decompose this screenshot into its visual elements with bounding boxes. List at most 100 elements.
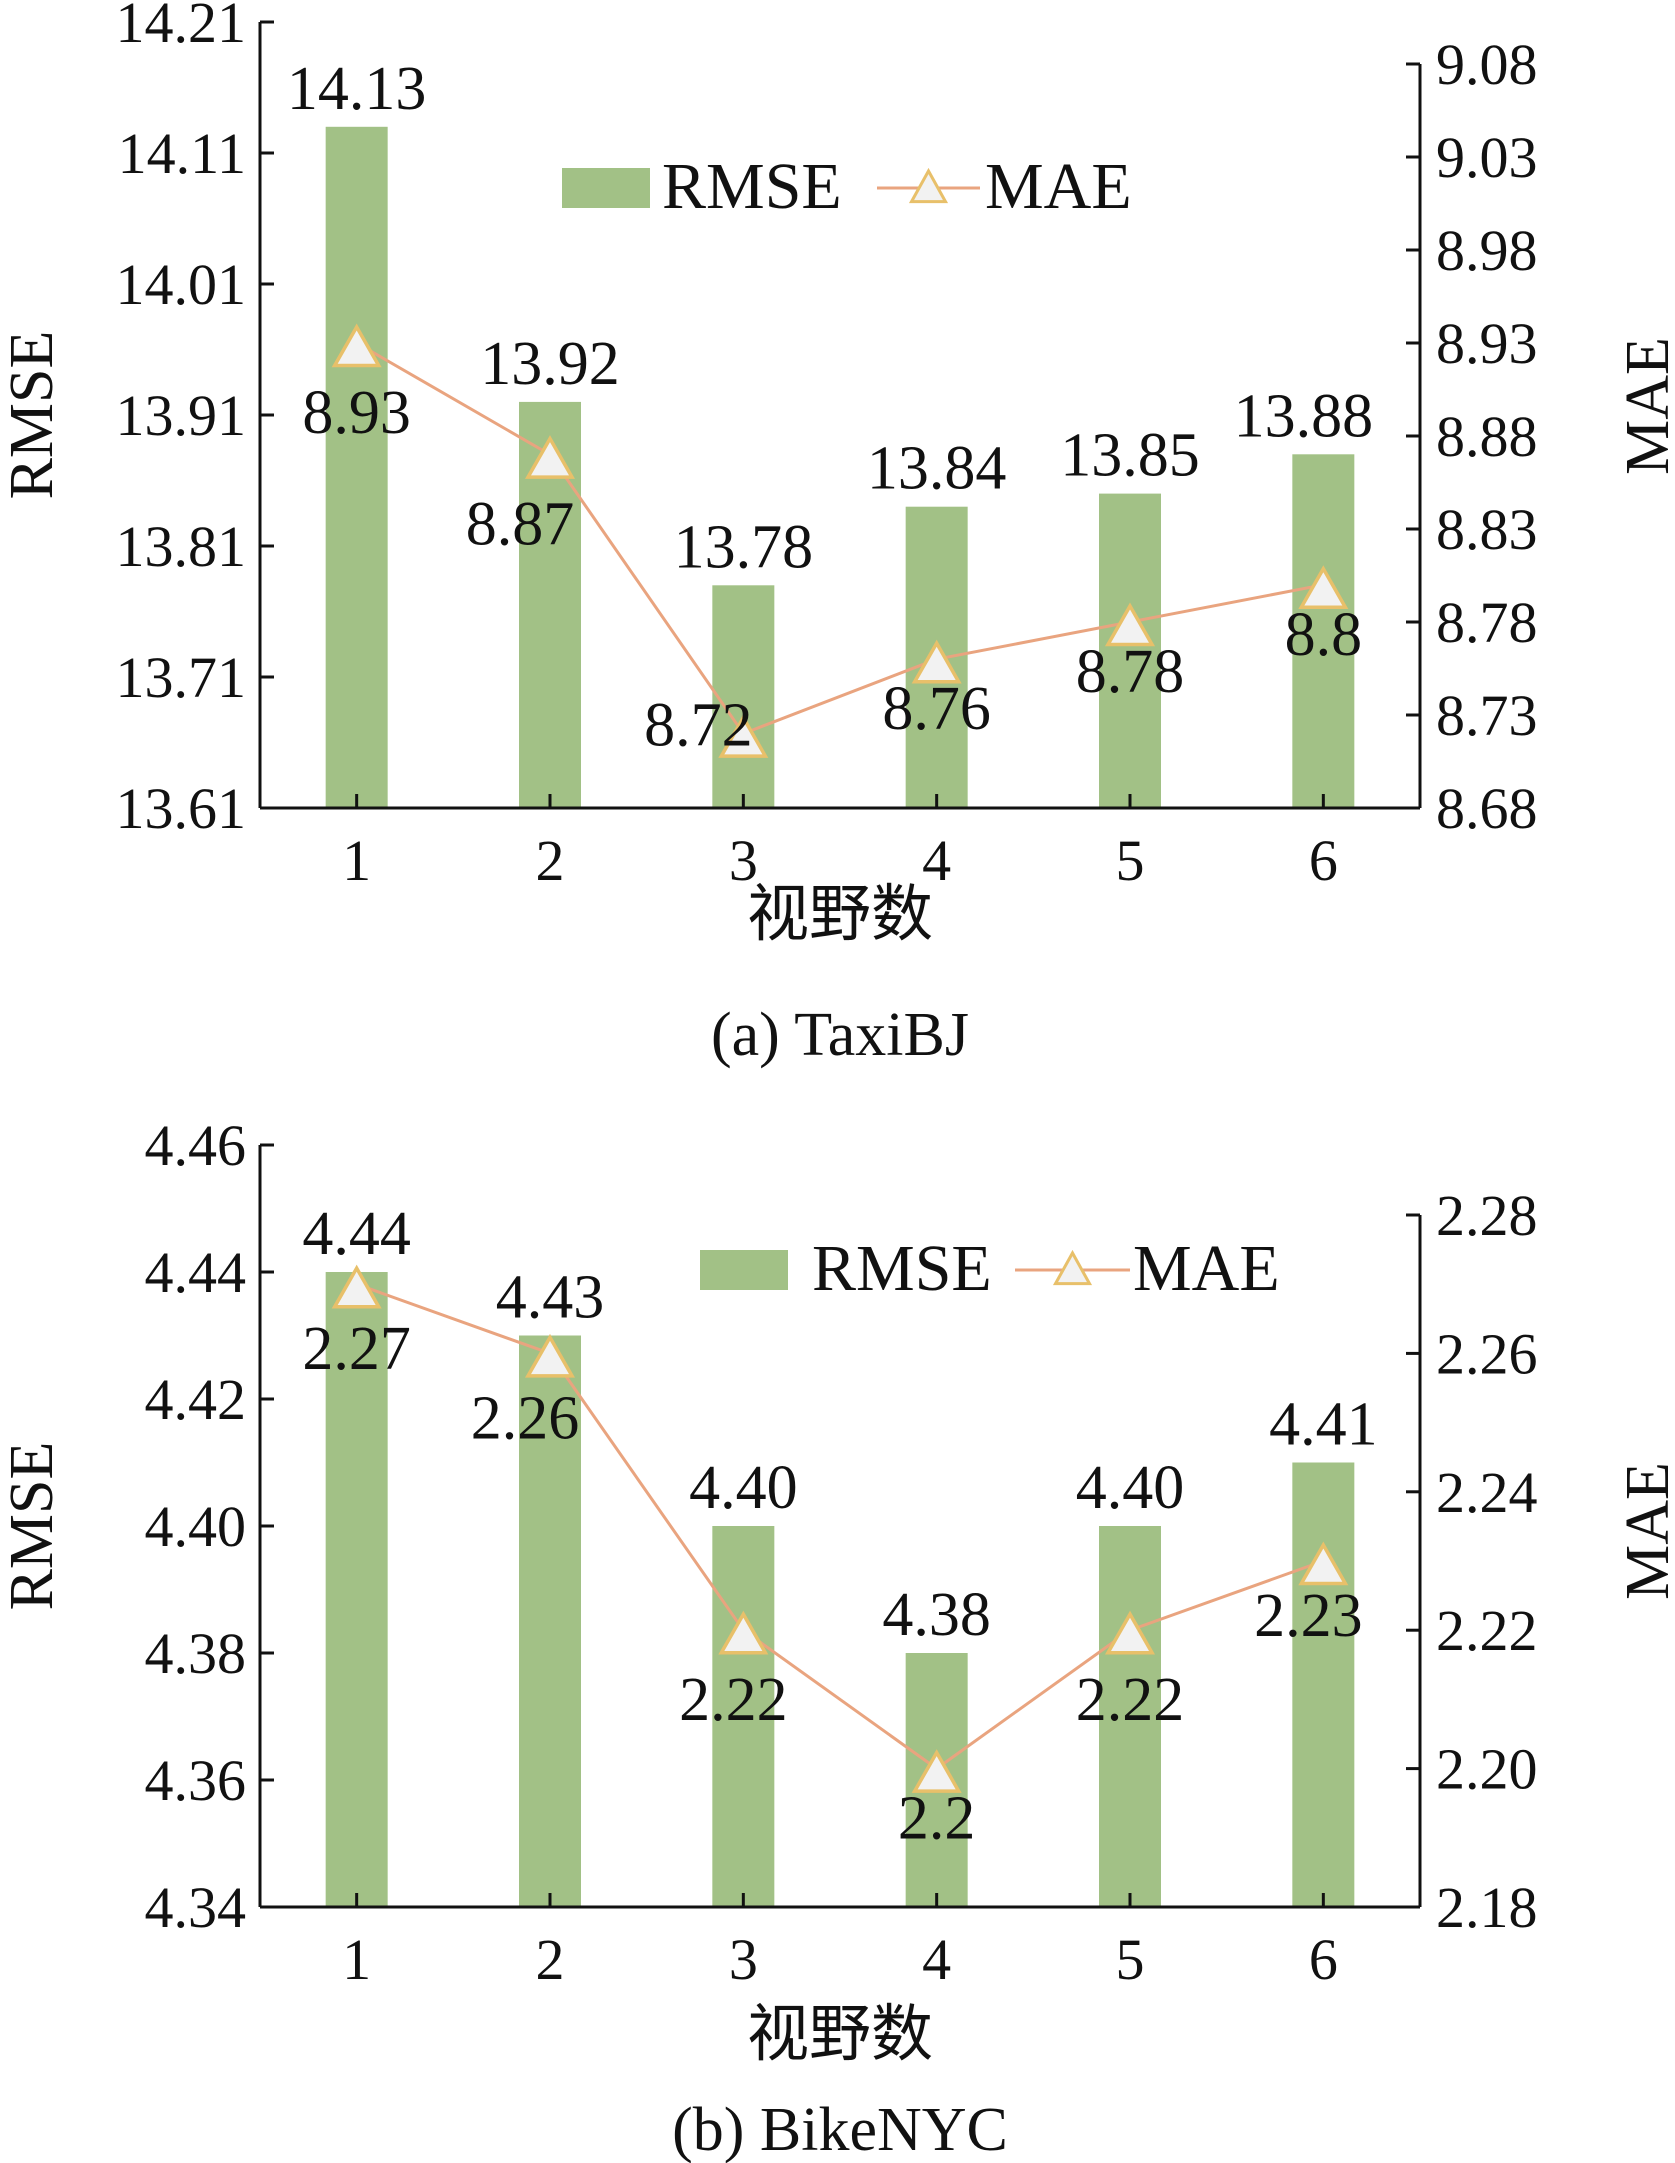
rmse-value-label: 14.13 <box>287 55 427 123</box>
legend-rmse-label: RMSE <box>812 1232 992 1305</box>
panel-caption: (a) TaxiBJ <box>711 1001 969 1069</box>
left-tick-label: 13.81 <box>116 514 247 579</box>
right-tick-label: 2.24 <box>1436 1460 1538 1525</box>
right-tick-label: 2.20 <box>1436 1737 1538 1802</box>
mae-value-label: 8.76 <box>882 675 991 743</box>
mae-marker <box>718 714 769 758</box>
rmse-value-label: 4.41 <box>1269 1391 1378 1459</box>
mae-marker <box>1104 602 1156 647</box>
mae-value-label: 8.87 <box>466 491 575 559</box>
legend-mae-label: MAE <box>985 150 1132 223</box>
rmse-value-label: 4.44 <box>302 1200 411 1268</box>
right-tick-label: 2.26 <box>1436 1321 1538 1386</box>
rmse-bar <box>1099 493 1161 808</box>
x-tick-label: 5 <box>1116 1927 1145 1992</box>
right-axis-title: MAE <box>1614 1462 1675 1600</box>
rmse-value-label: 13.85 <box>1060 422 1200 490</box>
left-tick-label: 4.44 <box>145 1240 247 1305</box>
right-tick-label: 8.73 <box>1436 683 1538 748</box>
x-tick-label: 6 <box>1309 828 1338 893</box>
rmse-value-label: 4.40 <box>689 1454 798 1522</box>
rmse-bar <box>1292 454 1355 808</box>
right-tick-label: 2.22 <box>1436 1598 1538 1663</box>
left-tick-label: 13.91 <box>116 383 247 448</box>
right-tick-label: 8.83 <box>1436 497 1538 562</box>
left-tick-label: 14.01 <box>116 252 247 317</box>
rmse-value-label: 13.78 <box>674 513 814 581</box>
rmse-value-label: 4.38 <box>882 1581 991 1649</box>
legend: RMSE MAE <box>562 150 1132 223</box>
x-tick-label: 3 <box>729 828 758 893</box>
rmse-bar <box>519 1335 581 1907</box>
right-tick-label: 8.98 <box>1436 218 1538 283</box>
legend-rmse-label: RMSE <box>662 150 842 223</box>
panel-caption: (b) BikeNYC <box>672 2096 1008 2163</box>
x-tick-label: 3 <box>729 1927 758 1992</box>
mae-marker <box>331 323 382 368</box>
mae-value-label: 2.22 <box>1076 1666 1185 1734</box>
mae-value-label: 2.27 <box>302 1315 411 1383</box>
x-axis-title: 视野数 <box>747 2001 933 2069</box>
legend-mae-marker <box>908 167 949 204</box>
mae-marker <box>331 1264 382 1309</box>
x-tick-label: 2 <box>536 828 565 893</box>
left-axis-title: RMSE <box>0 1442 66 1611</box>
rmse-value-label: 13.92 <box>480 330 620 398</box>
left-tick-label: 13.61 <box>116 776 247 841</box>
mae-line <box>356 1282 1324 1771</box>
x-tick-label: 5 <box>1116 828 1145 893</box>
left-tick-label: 4.42 <box>145 1367 247 1432</box>
rmse-value-label: 4.43 <box>496 1264 605 1332</box>
x-axis-title: 视野数 <box>747 881 933 949</box>
left-tick-label: 4.46 <box>145 1113 247 1178</box>
left-tick-label: 4.38 <box>145 1621 247 1686</box>
legend-mae-label: MAE <box>1133 1232 1280 1305</box>
rmse-bar <box>1099 1526 1161 1907</box>
right-tick-label: 8.93 <box>1436 311 1538 376</box>
mae-marker <box>911 1749 962 1793</box>
right-tick-label: 2.28 <box>1436 1183 1538 1248</box>
left-tick-label: 4.36 <box>145 1748 247 1813</box>
mae-marker <box>1298 1541 1349 1586</box>
left-axis-title: RMSE <box>0 331 66 500</box>
x-tick-label: 1 <box>342 1927 371 1992</box>
rmse-bar <box>325 126 388 809</box>
left-tick-label: 14.11 <box>118 121 246 186</box>
mae-value-label: 8.8 <box>1285 601 1363 669</box>
mae-value-label: 2.26 <box>471 1384 580 1452</box>
rmse-bar <box>325 1272 388 1907</box>
right-tick-label: 2.18 <box>1436 1875 1538 1940</box>
left-tick-label: 4.40 <box>145 1494 247 1559</box>
rmse-value-label: 13.84 <box>867 435 1007 503</box>
x-tick-label: 4 <box>922 828 951 893</box>
right-tick-label: 8.68 <box>1436 776 1538 841</box>
left-tick-label: 4.34 <box>145 1875 247 1940</box>
x-tick-label: 2 <box>536 1927 565 1992</box>
rmse-bar <box>712 1526 775 1907</box>
right-tick-label: 9.03 <box>1436 125 1538 190</box>
panel-bikenyc: 4.444.434.404.384.404.412.272.262.222.22… <box>0 1113 1675 2163</box>
right-tick-label: 8.88 <box>1436 404 1538 469</box>
mae-marker <box>911 639 962 684</box>
mae-value-label: 2.2 <box>898 1785 976 1853</box>
left-tick-label: 14.21 <box>116 0 247 55</box>
mae-line <box>355 341 1324 736</box>
mae-marker <box>524 1333 576 1378</box>
mae-value-label: 8.72 <box>644 692 753 760</box>
rmse-value-label: 13.88 <box>1234 382 1374 450</box>
panel-taxibj: 14.13 13.92 13.78 13.84 13.85 13.88 8.93 8.87 8.… <box>0 0 1675 1069</box>
x-tick-label: 4 <box>922 1927 951 1992</box>
legend-rmse-swatch <box>562 168 650 208</box>
right-tick-label: 9.08 <box>1436 32 1538 97</box>
mae-marker <box>1298 565 1349 610</box>
mae-marker <box>1104 1610 1156 1655</box>
mae-marker <box>718 1610 769 1655</box>
mae-value-label: 8.93 <box>302 379 411 447</box>
right-tick-label: 8.78 <box>1436 590 1538 655</box>
rmse-bar <box>1292 1462 1355 1907</box>
rmse-value-label: 4.40 <box>1076 1454 1185 1522</box>
rmse-bar <box>712 585 775 808</box>
x-tick-label: 6 <box>1309 1927 1338 1992</box>
legend-mae-marker <box>1052 1249 1093 1286</box>
